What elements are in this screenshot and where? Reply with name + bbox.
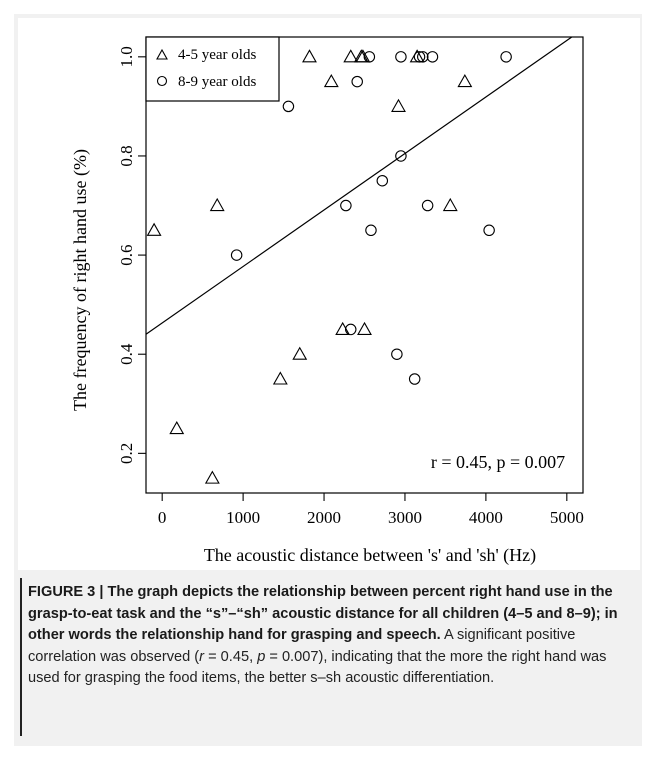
data-point-triangle <box>272 371 288 385</box>
data-point-triangle <box>302 49 317 63</box>
figure-container: 0 1000 2000 3000 4000 5000 0.2 0.4 0.6 0.8 1.0 4-5… <box>14 14 642 746</box>
legend-box <box>145 36 280 102</box>
y-tick-label: 0.6 <box>117 244 136 265</box>
data-point-circle <box>344 323 357 336</box>
data-point-triangle <box>355 49 371 63</box>
data-point-circle <box>351 75 363 88</box>
correlation-annotation: r = 0.45, p = 0.007 <box>431 452 565 472</box>
data-point-circle <box>500 51 512 63</box>
data-point-circle <box>413 51 426 63</box>
data-point-circle <box>426 51 439 63</box>
caption-label: FIGURE 3 | <box>28 584 108 600</box>
legend-label-8-9: 8-9 year olds <box>178 74 256 90</box>
data-point-circle <box>230 249 243 261</box>
x-tick-label: 2000 <box>307 508 341 527</box>
data-point-triangle <box>457 73 473 88</box>
y-tick-label: 0.2 <box>117 443 136 464</box>
data-point-triangle <box>292 346 308 360</box>
x-tick-label: 5000 <box>550 508 584 527</box>
data-point-triangle <box>204 470 220 484</box>
data-point-circle <box>365 224 377 237</box>
y-tick-label: 1.0 <box>117 46 136 67</box>
data-point-triangle <box>391 98 406 112</box>
data-point-triangle <box>442 197 458 212</box>
y-tick-label: 0.4 <box>117 343 136 365</box>
x-tick-label: 1000 <box>226 508 260 527</box>
data-point-circle <box>282 100 295 113</box>
caption-r-value: = 0.45, <box>204 648 258 665</box>
legend-circle-icon <box>156 75 168 87</box>
x-axis-label: The acoustic distance between 's' and 's… <box>204 545 536 566</box>
data-point-triangle <box>169 420 185 435</box>
data-point-circle <box>363 51 376 63</box>
legend: 4-5 year olds 8-9 year olds <box>145 36 280 102</box>
x-tick-label: 4000 <box>469 508 503 527</box>
regression-line <box>145 36 573 335</box>
plot-frame <box>145 36 584 494</box>
legend-label-4-5: 4-5 year olds <box>178 47 256 63</box>
data-point-circle <box>421 199 434 212</box>
figure-caption: FIGURE 3 | The graph depicts the relatio… <box>28 582 632 690</box>
data-point-triangle <box>343 49 359 63</box>
x-tick-label: 3000 <box>388 508 422 527</box>
caption-body-end: = 0.007), indicating that the more the r… <box>28 648 607 687</box>
data-point-circle <box>340 199 352 212</box>
data-point-triangle <box>357 321 372 335</box>
data-point-circle <box>483 224 495 237</box>
x-tick-label: 0 <box>158 508 167 527</box>
data-point-triangle <box>146 222 162 236</box>
data-point-circle <box>376 174 389 187</box>
caption-p-symbol: p <box>257 648 266 665</box>
y-axis-label: The frequency of right hand use (%) <box>70 149 91 411</box>
data-point-circle <box>417 51 429 63</box>
data-point-circle <box>395 51 407 63</box>
data-point-circle <box>408 373 421 385</box>
data-point-circle <box>395 150 407 162</box>
caption-body: A significant positive correlation was o… <box>28 627 576 665</box>
caption-r-symbol: r <box>199 648 205 665</box>
scatter-chart: 0 1000 2000 3000 4000 5000 0.2 0.4 0.6 0.8 1.0 4-5… <box>70 36 584 566</box>
y-tick-label: 0.8 <box>117 145 136 166</box>
legend-triangle-icon <box>156 48 168 60</box>
caption-title: The graph depicts the relationship betwe… <box>28 584 618 643</box>
data-point-triangle <box>323 73 339 88</box>
caption-rule <box>20 578 22 736</box>
data-point-triangle <box>209 197 225 212</box>
plot-panel: 0 1000 2000 3000 4000 5000 0.2 0.4 0.6 0.8 1.0 4-5… <box>18 18 640 570</box>
data-point-circle <box>391 348 403 360</box>
